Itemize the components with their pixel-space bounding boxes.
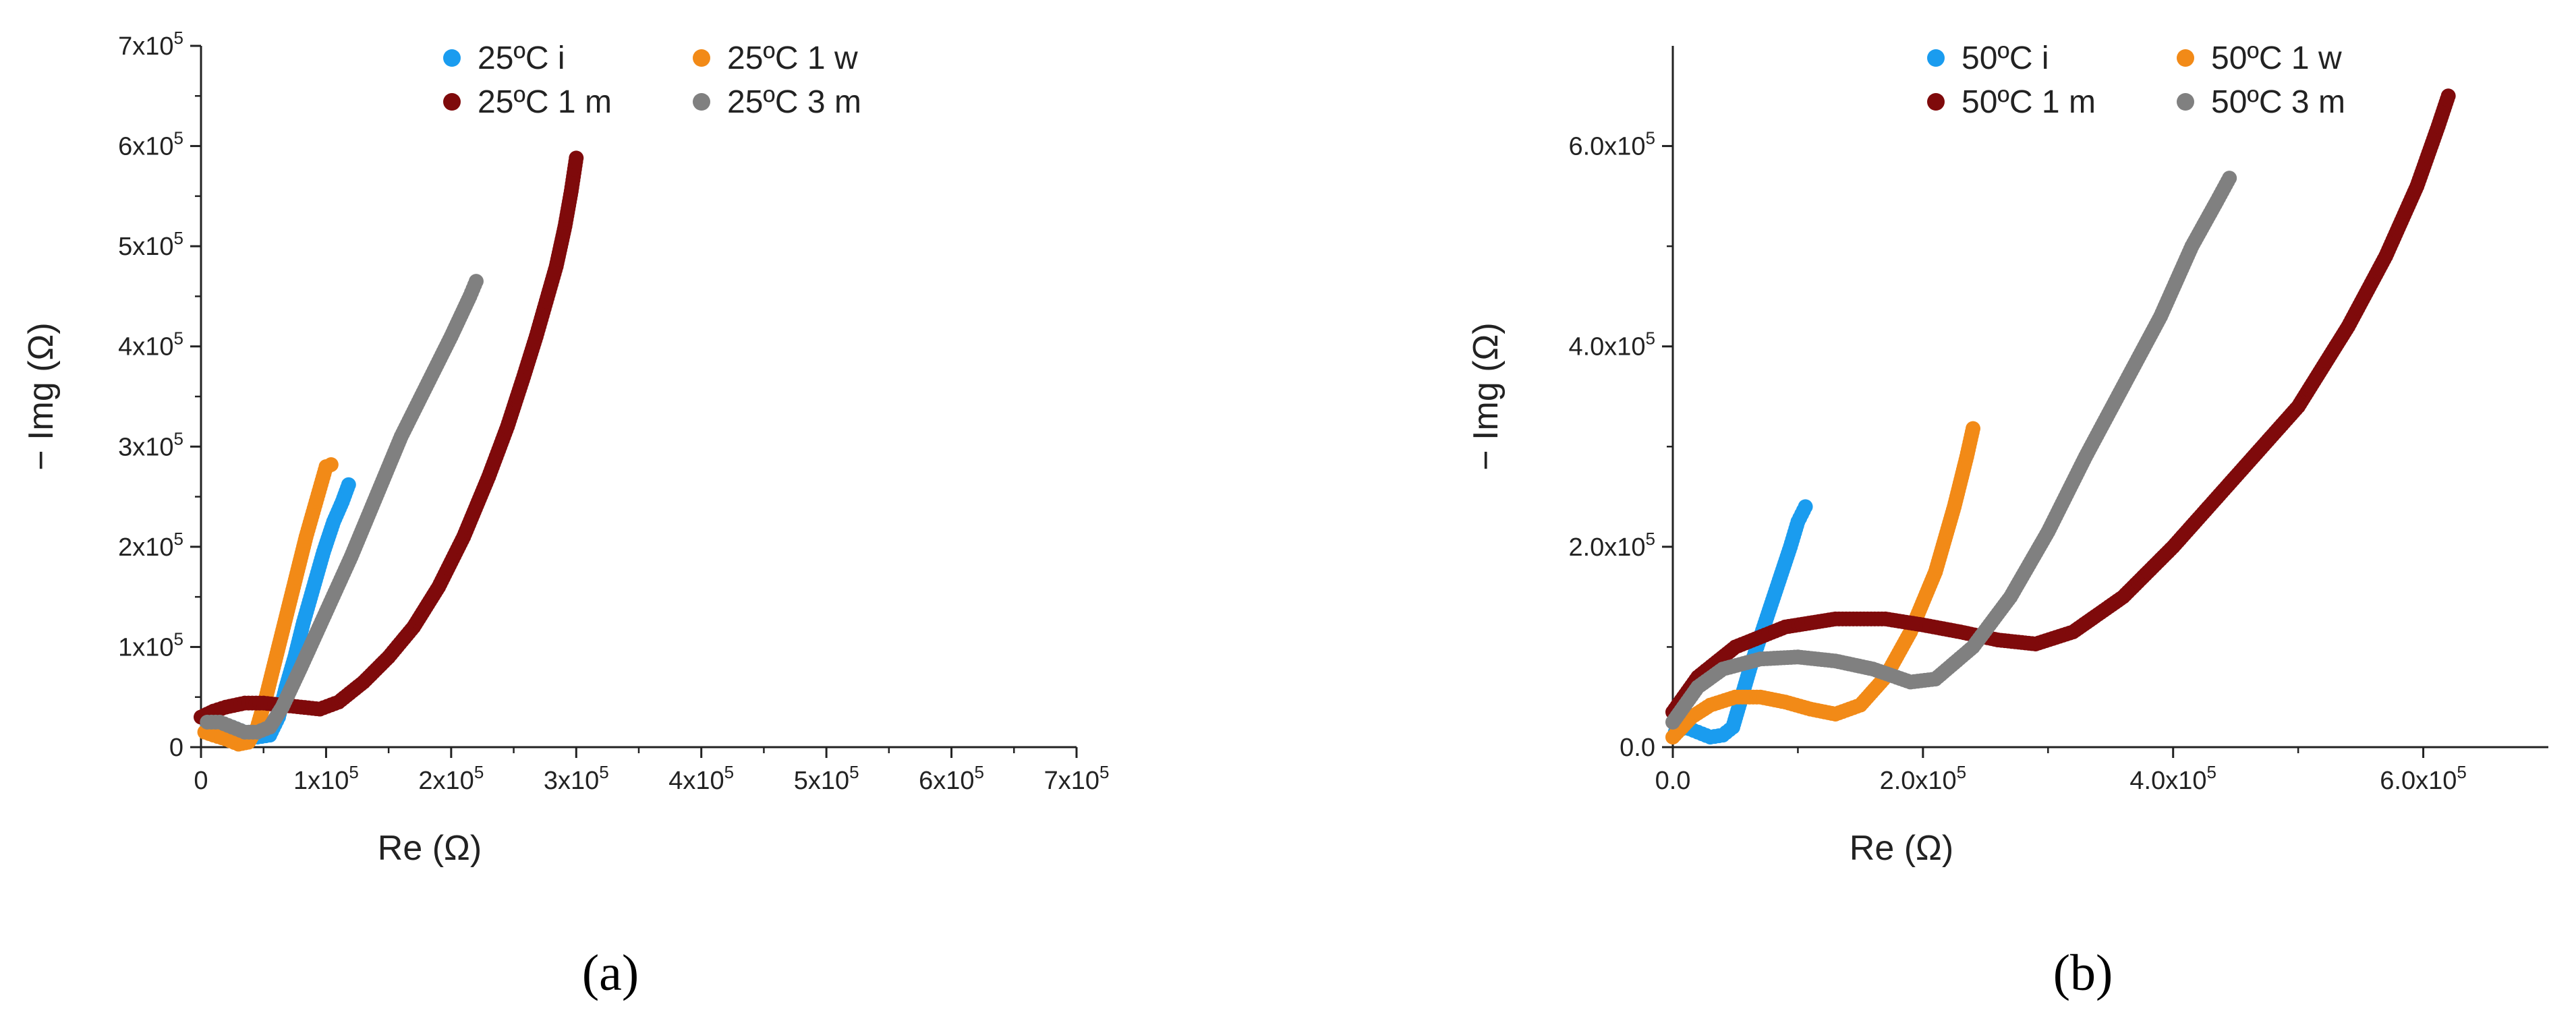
legend-marker: [1927, 49, 1945, 67]
tick-exponent: 5: [474, 762, 484, 782]
y-tick-label: 2x105: [118, 529, 183, 562]
legend-label: 25ºC i: [478, 40, 565, 76]
legend-marker: [443, 93, 461, 111]
series-2: [194, 150, 584, 725]
data-point: [2222, 171, 2237, 186]
legend-label: 50ºC 1 m: [1962, 84, 2096, 120]
data-point: [2440, 88, 2456, 104]
y-tick-label: 0.0: [1620, 734, 1655, 762]
y-tick-label: 7x105: [118, 28, 183, 61]
tick-exponent: 5: [849, 762, 859, 782]
tick-exponent: 5: [349, 762, 358, 782]
y-tick-label: 3x105: [118, 428, 183, 461]
tick-exponent: 5: [174, 428, 183, 448]
data-point: [468, 274, 484, 289]
data-point: [569, 150, 584, 166]
data-point: [323, 457, 339, 473]
tick-exponent: 5: [174, 328, 183, 349]
y-tick-label: 4.0x105: [1568, 328, 1655, 361]
x-tick-label: 0: [194, 767, 208, 795]
tick-exponent: 5: [724, 762, 734, 782]
legend-marker: [2177, 93, 2194, 111]
tick-exponent: 5: [1957, 762, 1966, 782]
legend-marker: [693, 49, 710, 67]
series-2: [1665, 88, 2456, 720]
panel-label-b: (b): [2053, 945, 2113, 1001]
series-3: [200, 274, 484, 740]
legend-label: 50ºC i: [1962, 40, 2049, 76]
legend-marker: [693, 93, 710, 111]
x-tick-label: 2.0x105: [1880, 762, 1967, 795]
x-tick-label: 4.0x105: [2129, 762, 2216, 795]
x-tick-label: 2x105: [418, 762, 484, 795]
x-tick-label: 6x105: [919, 762, 984, 795]
legend-marker: [1927, 93, 1945, 111]
tick-exponent: 5: [1099, 762, 1109, 782]
tick-exponent: 5: [174, 128, 183, 148]
data-point: [341, 477, 356, 492]
legend-marker: [443, 49, 461, 67]
y-tick-label: 0: [169, 734, 183, 762]
panel-label-a: (a): [582, 945, 639, 1001]
tick-exponent: 5: [1646, 529, 1655, 549]
tick-exponent: 5: [174, 529, 183, 549]
tick-exponent: 5: [174, 28, 183, 48]
y-tick-label: 4x105: [118, 328, 183, 361]
y-axis-label: − Img (Ω): [1466, 322, 1506, 470]
y-tick-label: 1x105: [118, 628, 183, 662]
tick-exponent: 5: [2457, 762, 2466, 782]
legend-label: 25ºC 3 m: [727, 84, 861, 120]
y-tick-label: 5x105: [118, 228, 183, 261]
y-axis-label: − Img (Ω): [22, 322, 61, 470]
legend-marker: [2177, 49, 2194, 67]
data-point: [1798, 499, 1813, 515]
x-tick-label: 1x105: [293, 762, 359, 795]
legend-label: 25ºC 1 m: [478, 84, 612, 120]
tick-exponent: 5: [174, 628, 183, 649]
tick-exponent: 5: [174, 228, 183, 248]
x-tick-label: 4x105: [668, 762, 734, 795]
tick-exponent: 5: [975, 762, 984, 782]
chart-panel-a: 0 1x105 2x105 3x105 4x105 5x105 6x105 7x105 0 1x1…: [22, 28, 1109, 868]
x-axis-label: Re (Ω): [378, 829, 482, 868]
x-axis-label: Re (Ω): [1850, 829, 1953, 868]
legend-label: 25ºC 1 w: [727, 40, 858, 76]
tick-exponent: 5: [1646, 328, 1655, 349]
y-tick-label: 6.0x105: [1568, 128, 1655, 161]
x-tick-label: 3x105: [544, 762, 609, 795]
chart-panel-b: 0.0 2.0x105 4.0x105 6.0x105 0.0 2.0x105 4.0x10…: [1466, 40, 2548, 868]
x-tick-label: 6.0x105: [2380, 762, 2467, 795]
x-tick-label: 5x105: [794, 762, 859, 795]
legend-label: 50ºC 1 w: [2211, 40, 2342, 76]
series-3: [1665, 171, 2237, 730]
y-tick-label: 2.0x105: [1568, 529, 1655, 562]
series-1: [1665, 421, 1981, 745]
tick-exponent: 5: [2207, 762, 2216, 782]
y-tick-label: 6x105: [118, 128, 183, 161]
tick-exponent: 5: [1646, 128, 1655, 148]
legend-label: 50ºC 3 m: [2211, 84, 2345, 120]
tick-exponent: 5: [599, 762, 608, 782]
data-point: [1966, 421, 1981, 436]
x-tick-label: 0.0: [1655, 767, 1691, 795]
x-tick-label: 7x105: [1044, 762, 1110, 795]
